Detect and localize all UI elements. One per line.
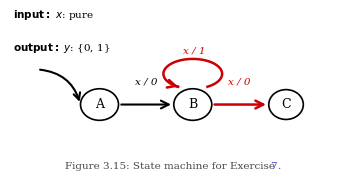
- Text: x / 0: x / 0: [228, 78, 251, 87]
- Text: x / 0: x / 0: [135, 78, 157, 87]
- Text: C: C: [281, 98, 291, 111]
- Text: x / 1: x / 1: [183, 46, 206, 55]
- Text: .: .: [277, 162, 281, 171]
- Text: B: B: [188, 98, 197, 111]
- Text: A: A: [95, 98, 104, 111]
- Text: $\mathbf{output:}$ $y$: {0, 1}: $\mathbf{output:}$ $y$: {0, 1}: [13, 41, 111, 55]
- Text: 7: 7: [271, 162, 277, 171]
- Ellipse shape: [174, 89, 212, 120]
- Ellipse shape: [80, 89, 119, 120]
- Text: Figure 3.15: State machine for Exercise: Figure 3.15: State machine for Exercise: [65, 162, 278, 171]
- Ellipse shape: [269, 90, 303, 119]
- Text: $\mathbf{input:}$ $x$: pure: $\mathbf{input:}$ $x$: pure: [13, 8, 94, 22]
